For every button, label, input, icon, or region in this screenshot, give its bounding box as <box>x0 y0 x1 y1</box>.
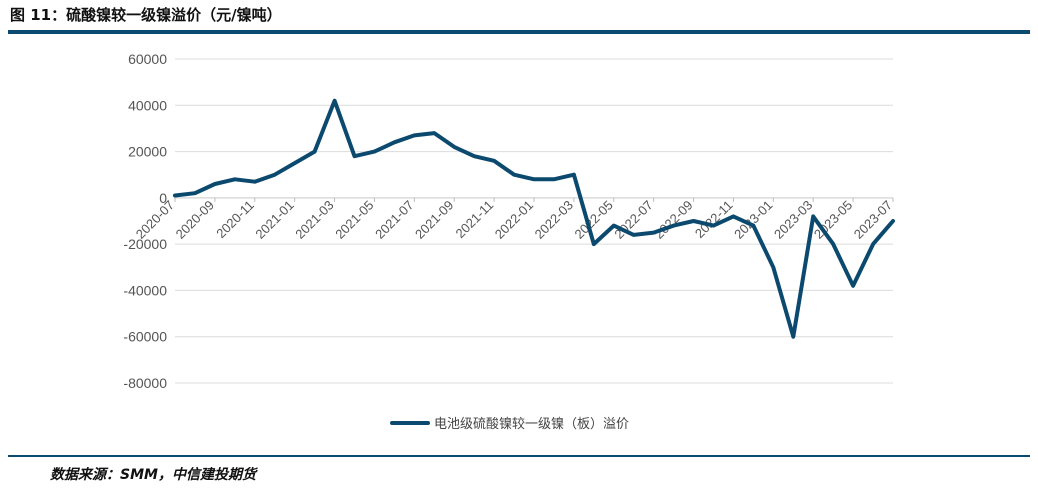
y-tick-label: 60000 <box>128 51 167 67</box>
data-point <box>333 99 337 103</box>
y-tick-label: -20000 <box>123 236 167 252</box>
data-point <box>452 145 456 149</box>
x-tick-label: 2020-07 <box>133 197 177 241</box>
data-point <box>512 173 516 177</box>
series-group <box>173 98 895 339</box>
y-tick-label: 20000 <box>128 144 167 160</box>
figure-title: 图 11：硫酸镍较一级镍溢价（元/镍吨） <box>10 6 282 24</box>
x-tick-label: 2021-09 <box>412 197 456 241</box>
y-tick-label: -80000 <box>123 375 167 391</box>
y-axis-ticks: 60000 40000 20000 0 -20000 -40000 -60000 -80000 <box>123 51 167 391</box>
x-tick-label: 2022-03 <box>532 197 576 241</box>
x-axis-ticks: 2020-072020-092020-112021-012021-032021-… <box>133 197 895 241</box>
data-point <box>692 219 696 223</box>
x-tick-label: 2022-01 <box>492 197 536 241</box>
legend: 电池级硫酸镍较一级镍（板）溢价 <box>390 417 629 432</box>
bottom-rule <box>8 455 1030 457</box>
data-point <box>831 242 835 246</box>
data-point <box>751 224 756 228</box>
data-point <box>592 242 596 246</box>
data-point <box>412 133 416 137</box>
x-tick-label: 2021-01 <box>252 197 296 241</box>
x-tick-label: 2022-05 <box>572 197 616 241</box>
data-point <box>652 231 656 235</box>
data-point <box>711 224 716 228</box>
data-point <box>273 173 277 177</box>
y-tick-label: 40000 <box>128 97 167 113</box>
x-tick-label: 2021-03 <box>292 197 336 241</box>
data-point <box>851 284 855 288</box>
data-point <box>253 180 257 184</box>
x-tick-label: 2020-09 <box>173 197 217 241</box>
data-point <box>173 193 177 198</box>
data-point <box>532 177 536 181</box>
data-point <box>233 177 237 181</box>
y-tick-label: -40000 <box>123 282 167 298</box>
data-point <box>293 161 297 165</box>
data-point <box>552 177 556 181</box>
data-point <box>811 214 815 218</box>
y-tick-label: 0 <box>159 190 167 206</box>
data-point <box>313 150 317 154</box>
x-tick-label: 2023-07 <box>851 197 895 241</box>
top-rule <box>8 30 1030 34</box>
data-point <box>632 233 636 237</box>
data-point <box>432 131 436 135</box>
x-tick-label: 2022-09 <box>651 197 695 241</box>
data-point <box>193 191 197 195</box>
y-tick-label: -60000 <box>123 329 167 345</box>
data-point <box>492 159 496 163</box>
source-note: 数据来源：SMM，中信建投期货 <box>50 467 256 483</box>
data-point <box>672 224 676 228</box>
data-point <box>771 265 775 269</box>
data-point <box>612 224 616 228</box>
data-point <box>213 182 217 186</box>
data-point <box>392 140 396 144</box>
x-tick-label: 2021-11 <box>453 197 497 241</box>
legend-label: 电池级硫酸镍较一级镍（板）溢价 <box>434 417 629 432</box>
data-point <box>731 214 736 218</box>
data-point <box>472 154 476 158</box>
data-point <box>352 154 357 158</box>
x-tick-label: 2020-11 <box>213 197 257 241</box>
data-point <box>891 219 895 223</box>
data-point <box>871 242 875 246</box>
x-tick-label: 2021-05 <box>332 197 376 241</box>
data-point <box>372 150 376 154</box>
x-tick-label: 2021-07 <box>372 197 416 241</box>
data-point <box>791 335 795 339</box>
data-point <box>572 173 576 177</box>
